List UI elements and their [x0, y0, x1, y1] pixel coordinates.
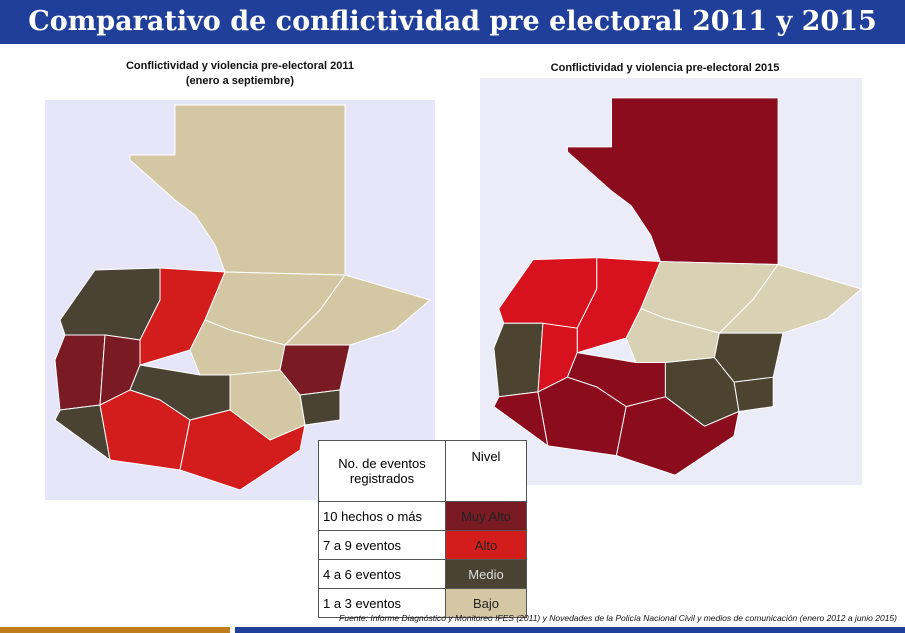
region — [566, 97, 779, 265]
region — [54, 334, 106, 411]
legend-range: 7 a 9 eventos — [318, 530, 446, 560]
legend-range: 4 a 6 eventos — [318, 559, 446, 589]
map-title: Conflictividad y violencia pre-electoral… — [550, 62, 780, 74]
legend-row: 1 a 3 eventos Bajo — [318, 588, 527, 618]
map-subtitle: (enero a septiembre) — [185, 75, 295, 87]
region — [179, 409, 306, 491]
legend-range: 1 a 3 eventos — [318, 588, 446, 618]
legend-row: 7 a 9 eventos Alto — [318, 530, 527, 560]
legend-row: 4 a 6 eventos Medio — [318, 559, 527, 589]
legend-level: Medio — [445, 559, 527, 589]
footer-bar — [235, 627, 905, 633]
map-2015 — [493, 97, 862, 476]
map-title-text: Conflictividad y violencia pre-electoral… — [125, 60, 355, 72]
legend-range: 10 hechos o más — [318, 501, 446, 531]
region — [733, 376, 774, 412]
legend-level: Alto — [445, 530, 527, 560]
legend-header-cell: Nivel — [445, 440, 527, 502]
legend-level: Muy Alto — [445, 501, 527, 531]
slide-title: Comparativo de conflictividad pre electo… — [0, 0, 905, 44]
legend-header-cell: No. de eventos registrados — [318, 440, 446, 502]
region — [299, 389, 341, 426]
legend-level: Bajo — [445, 588, 527, 618]
legend-table: No. de eventos registrados Nivel 10 hech… — [318, 440, 527, 618]
region — [129, 104, 346, 276]
map-title: Conflictividad y violencia pre-electoral… — [100, 59, 380, 89]
region — [615, 396, 740, 476]
legend-header: No. de eventos registrados Nivel — [318, 440, 527, 502]
region — [493, 322, 544, 398]
legend-row: 10 hechos o más Muy Alto — [318, 501, 527, 531]
source-note: Fuente: Informe Diagnóstico y Monitoreo … — [339, 613, 897, 623]
footer-bar — [0, 627, 230, 633]
map-2011 — [54, 104, 431, 491]
